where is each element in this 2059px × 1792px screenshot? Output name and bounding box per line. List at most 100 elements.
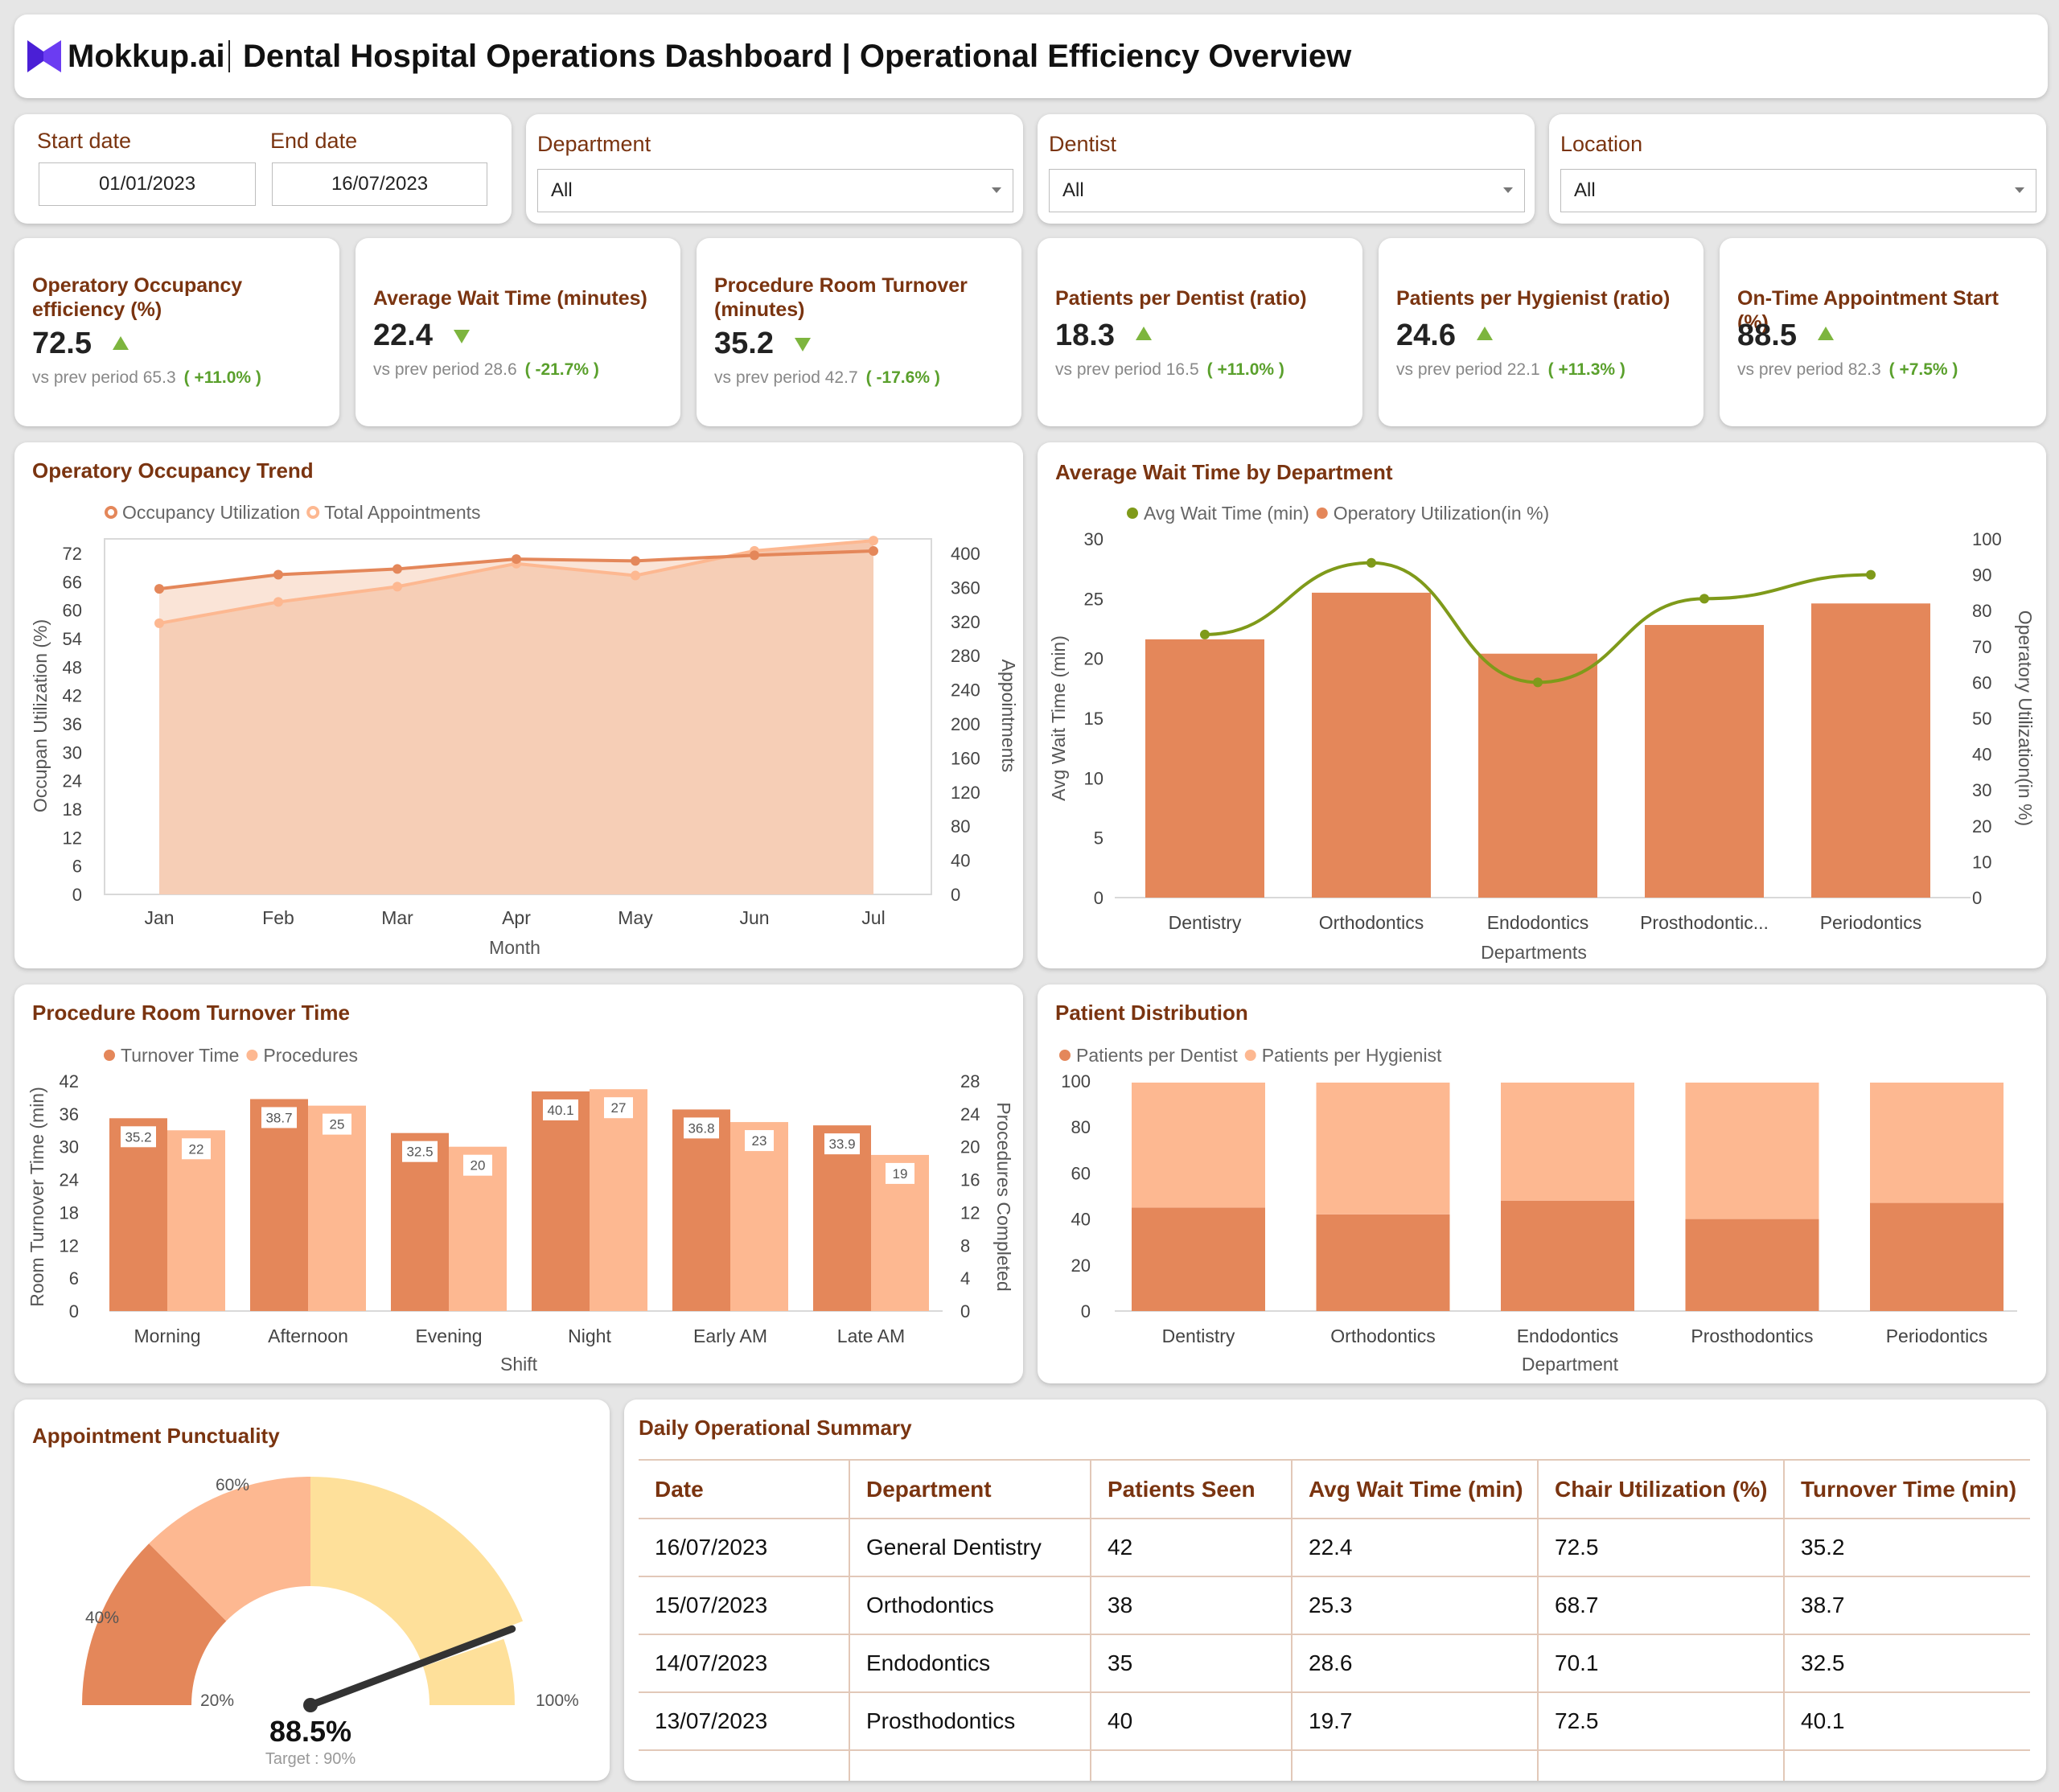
location-select[interactable]: All — [1560, 169, 2036, 212]
kpi-comparison: vs prev period 82.3( +7.5% ) — [1737, 360, 1958, 379]
start-date-input[interactable]: 01/01/2023 — [39, 162, 256, 206]
date-filter-card: Start date End date 01/01/2023 16/07/202… — [14, 114, 512, 224]
column-header[interactable]: Turnover Time (min) — [1784, 1461, 2030, 1519]
trend-down-icon — [795, 338, 811, 351]
header-divider — [228, 40, 230, 72]
axis-tick-label: 24 — [60, 1170, 79, 1190]
axis-tick-label: 30 — [60, 1137, 79, 1157]
axis-tick-label: 28 — [960, 1071, 980, 1091]
axis-tick-label: 60 — [1972, 672, 1991, 693]
kpi-card-occupancy: Operatory Occupancy efficiency (%) 72.5 … — [14, 238, 339, 426]
axis-tick-label: 42 — [63, 686, 82, 706]
axis-tick-label: 15 — [1084, 709, 1103, 729]
kpi-title: Patients per Dentist (ratio) — [1055, 287, 1307, 310]
x-tick-label: Jun — [739, 907, 769, 928]
data-label-bg — [402, 1141, 438, 1162]
gauge-label-20: 20% — [200, 1691, 234, 1710]
kpi-title: On-Time Appointment Start (%) — [1737, 287, 1999, 334]
dentist-select[interactable]: All — [1049, 169, 1525, 212]
x-tick-label: Dentistry — [1162, 1326, 1235, 1346]
turnover-bar — [672, 1109, 730, 1311]
trend-up-icon — [1477, 327, 1493, 340]
legend-label: Avg Wait Time (min) — [1144, 503, 1309, 524]
gauge-label-100: 100% — [536, 1691, 579, 1710]
legend-label: Total Appointments — [324, 502, 480, 523]
axis-tick-label: 18 — [60, 1202, 79, 1223]
column-header[interactable]: Patients Seen — [1091, 1461, 1293, 1519]
table-cell: 72.5 — [1538, 1692, 1785, 1751]
trend-up-icon — [113, 336, 129, 350]
daily-summary-card: Daily Operational Summary Date Departmen… — [624, 1399, 2046, 1781]
data-label-bg — [261, 1107, 297, 1128]
table-cell: Orthodontics — [849, 1576, 1091, 1635]
legend-marker — [306, 506, 320, 519]
x-axis-title: Departments — [1481, 942, 1587, 963]
x-tick-label: Feb — [262, 907, 294, 928]
column-header[interactable]: Avg Wait Time (min) — [1292, 1461, 1539, 1519]
kpi-value: 72.5 — [32, 327, 92, 360]
axis-tick-label: 160 — [951, 748, 980, 768]
gauge-band-mid — [149, 1477, 310, 1621]
dentist-bar-segment — [1685, 1219, 1819, 1311]
axis-tick-label: 18 — [63, 799, 82, 820]
axis-tick-label: 12 — [60, 1235, 79, 1256]
table-cell: 19.7 — [1292, 1692, 1539, 1751]
table-cell — [1784, 1750, 2030, 1781]
column-header[interactable]: Chair Utilization (%) — [1538, 1461, 1785, 1519]
card-title: Operatory Occupancy Trend — [32, 458, 314, 483]
appointments-point — [631, 570, 640, 581]
procedures-data-label: 27 — [611, 1100, 627, 1116]
axis-tick-label: 10 — [1084, 768, 1103, 788]
table-cell: 38 — [1091, 1576, 1293, 1635]
gauge-hub — [303, 1698, 318, 1712]
turnover-data-label: 40.1 — [547, 1103, 573, 1118]
legend-marker — [1244, 1050, 1256, 1061]
axis-tick-label: 0 — [69, 1301, 79, 1321]
axis-tick-label: 20 — [1084, 649, 1103, 669]
wait-time-point — [1200, 629, 1210, 639]
legend-marker — [1059, 1050, 1071, 1061]
x-axis-title: Shift — [500, 1354, 538, 1375]
axis-tick-label: 80 — [1972, 601, 1991, 621]
axis-tick-label: 20 — [1071, 1256, 1091, 1276]
turnover-data-label: 38.7 — [265, 1110, 292, 1125]
axis-tick-label: 0 — [960, 1301, 970, 1321]
turnover-bar — [532, 1091, 590, 1311]
dentist-filter-card: Dentist All — [1038, 114, 1535, 224]
axis-tick-label: 16 — [960, 1170, 980, 1190]
legend-marker — [105, 506, 117, 519]
table-cell — [1538, 1750, 1785, 1781]
x-tick-label: Early AM — [693, 1326, 767, 1346]
procedures-data-label: 23 — [752, 1133, 767, 1149]
x-tick-label: Apr — [502, 907, 531, 928]
table-row: 15/07/2023 Orthodontics 38 25.3 68.7 38.… — [639, 1576, 2030, 1635]
data-label-bg — [121, 1126, 156, 1148]
column-header[interactable]: Date — [639, 1461, 850, 1519]
column-header[interactable]: Department — [849, 1461, 1091, 1519]
occupancy-trend-chart: Occupancy Utilization Total Appointments 0… — [30, 502, 1019, 958]
axis-tick-label: 24 — [960, 1104, 980, 1124]
punctuality-card: Appointment Punctuality 20% 40% 60% 100%… — [14, 1399, 610, 1781]
axis-tick-label: 24 — [63, 771, 82, 791]
x-tick-label: Morning — [134, 1326, 200, 1346]
dashboard-header: Mokkup.ai Dental Hospital Operations Das… — [14, 14, 2048, 98]
table-row — [639, 1750, 2030, 1781]
gauge-label-40: 40% — [85, 1609, 119, 1627]
table-row: 14/07/2023 Endodontics 35 28.6 70.1 32.5 — [639, 1634, 2030, 1693]
legend-marker — [1316, 508, 1328, 519]
turnover-bar — [391, 1132, 449, 1311]
data-label-bg — [543, 1099, 578, 1120]
kpi-card-patients-hygienist: Patients per Hygienist (ratio) 24.6 vs p… — [1379, 238, 1704, 426]
procedures-bar — [730, 1122, 788, 1311]
end-date-input[interactable]: 16/07/2023 — [272, 162, 487, 206]
table-cell: 14/07/2023 — [639, 1634, 850, 1693]
legend-label: Operatory Utilization(in %) — [1334, 503, 1549, 524]
x-tick-label: May — [618, 907, 653, 928]
procedures-data-label: 25 — [330, 1117, 345, 1132]
mokkup-logo-icon — [27, 40, 61, 72]
appointments-point — [154, 618, 164, 628]
kpi-card-on-time: On-Time Appointment Start (%) 88.5 vs pr… — [1720, 238, 2046, 426]
axis-tick-label: 100 — [1061, 1071, 1091, 1091]
department-select[interactable]: All — [537, 169, 1013, 212]
x-tick-label: Endodontics — [1517, 1326, 1619, 1346]
